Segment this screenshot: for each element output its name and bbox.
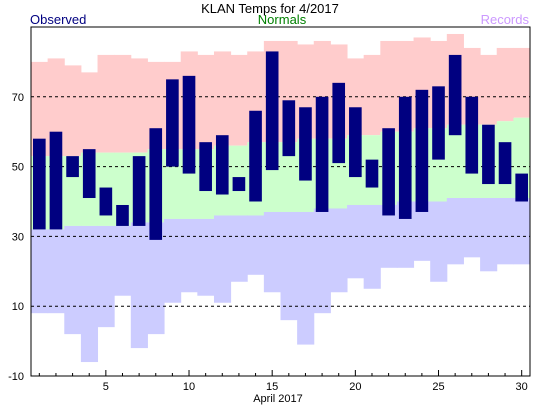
observed-bar-8 <box>149 128 163 240</box>
record-low-band-20 <box>347 204 365 279</box>
plot-frame <box>30 26 531 377</box>
record-high-band-21 <box>363 54 381 136</box>
observed-bar-26 <box>448 54 462 136</box>
record-high-band-13 <box>230 54 248 146</box>
record-high-band-8 <box>147 61 165 150</box>
x-axis-label: April 2017 <box>253 393 303 405</box>
record-low-band-22 <box>380 204 398 268</box>
record-low-band-25 <box>430 201 448 282</box>
record-low-band-13 <box>230 215 248 282</box>
observed-bar-23 <box>398 96 412 219</box>
x-tick-label-20: 20 <box>349 381 361 393</box>
record-low-band-1 <box>31 229 49 314</box>
record-low-band-29 <box>496 198 514 265</box>
observed-bar-12 <box>215 135 229 195</box>
record-high-band-3 <box>64 65 82 157</box>
observed-bar-24 <box>415 89 429 212</box>
observed-bar-17 <box>299 107 312 181</box>
record-low-band-11 <box>197 218 215 296</box>
record-low-band-16 <box>280 211 298 321</box>
x-tick-label-10: 10 <box>183 381 195 393</box>
observed-bar-13 <box>232 177 246 192</box>
record-low-band-10 <box>180 218 198 293</box>
y-tick-label--10: -10 <box>8 371 24 383</box>
observed-bar-2 <box>49 131 63 230</box>
record-high-band-5 <box>97 54 115 153</box>
y-tick-label-50: 50 <box>12 162 24 174</box>
record-low-band-18 <box>313 208 331 314</box>
x-tick-label-5: 5 <box>103 381 109 393</box>
record-low-band-4 <box>80 225 99 363</box>
observed-bar-28 <box>482 124 495 185</box>
observed-bar-16 <box>282 100 296 157</box>
observed-bar-7 <box>132 156 146 226</box>
x-tick-label-30: 30 <box>516 381 528 393</box>
record-low-band-24 <box>413 201 431 261</box>
record-high-band-7 <box>130 58 148 153</box>
record-low-band-15 <box>263 211 281 293</box>
observed-bar-14 <box>249 110 262 202</box>
observed-bar-29 <box>498 142 512 185</box>
observed-bar-9 <box>166 79 179 167</box>
record-low-band-7 <box>130 222 148 349</box>
observed-bar-20 <box>349 107 362 178</box>
normal-range-band-26 <box>446 124 464 199</box>
observed-bar-22 <box>382 128 395 216</box>
record-low-band-19 <box>330 208 348 293</box>
record-high-band-28 <box>480 54 498 125</box>
record-low-band-30 <box>513 198 531 265</box>
record-high-band-30 <box>513 47 531 118</box>
observed-bar-1 <box>33 138 46 230</box>
observed-bar-5 <box>99 187 113 216</box>
record-high-band-12 <box>213 51 232 146</box>
legend-observed: Observed <box>30 12 86 27</box>
observed-bar-10 <box>182 75 196 174</box>
observed-bar-6 <box>116 204 129 226</box>
record-high-band-4 <box>80 72 99 153</box>
record-high-band-29 <box>496 47 514 122</box>
y-tick-label-10: 10 <box>12 301 24 313</box>
record-low-band-6 <box>114 225 132 296</box>
record-low-band-14 <box>247 215 265 275</box>
plot-area: 5 10 15 20 25 30 -10 10 30 50 70 <box>8 26 531 393</box>
record-high-band-22 <box>380 40 398 132</box>
record-low-band-26 <box>446 198 464 265</box>
legend-records: Records <box>481 12 530 27</box>
legend-normals: Normals <box>258 12 307 27</box>
record-low-band-2 <box>47 229 65 314</box>
record-high-band-1 <box>31 61 49 157</box>
observed-bar-3 <box>66 156 79 178</box>
record-low-band-27 <box>463 198 481 258</box>
observed-bar-11 <box>199 142 212 192</box>
observed-bar-15 <box>265 51 279 171</box>
x-tick-label-15: 15 <box>266 381 278 393</box>
record-low-band-9 <box>164 218 182 303</box>
observed-bar-4 <box>82 149 96 199</box>
observed-bar-21 <box>365 159 379 188</box>
normal-range-band-16 <box>280 142 298 212</box>
record-low-band-21 <box>363 204 381 289</box>
record-high-band-6 <box>114 54 132 153</box>
observed-bar-30 <box>515 173 528 202</box>
record-low-band-3 <box>64 225 82 335</box>
record-low-band-5 <box>97 225 115 328</box>
chart-title: KLAN Temps for 4/2017 <box>201 1 339 16</box>
observed-bar-19 <box>332 82 346 164</box>
observed-bar-25 <box>432 86 445 160</box>
x-tick-label-25: 25 <box>432 381 444 393</box>
record-low-band-12 <box>213 215 232 303</box>
y-tick-label-30: 30 <box>12 231 24 243</box>
observed-bar-18 <box>315 96 329 212</box>
record-low-band-28 <box>480 198 498 272</box>
record-high-band-11 <box>197 54 215 150</box>
observed-bar-27 <box>465 96 479 174</box>
record-low-band-17 <box>297 211 315 345</box>
y-tick-label-70: 70 <box>12 92 24 104</box>
